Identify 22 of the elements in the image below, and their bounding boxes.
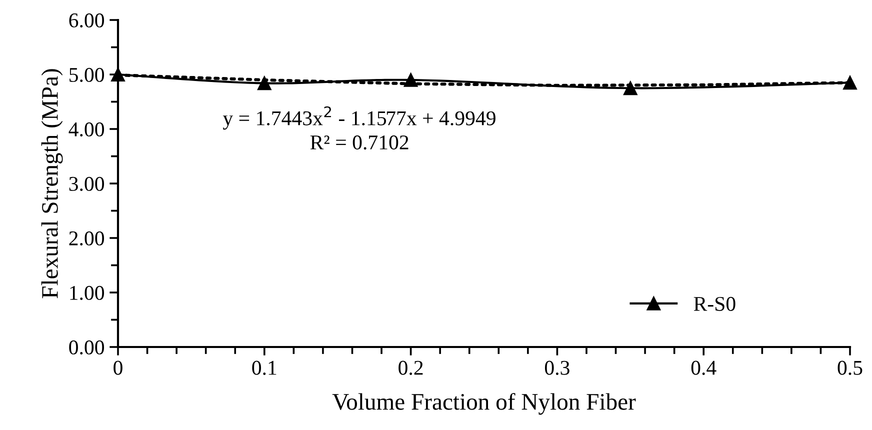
y-tick-label: 4.00 — [68, 122, 104, 137]
annotation: R² = 0.7102 — [310, 135, 408, 150]
legend-label: R-S0 — [694, 296, 736, 311]
x-tick-label: 0.1 — [252, 360, 276, 375]
x-tick-label: 0.4 — [691, 360, 716, 375]
y-tick-label: 5.00 — [70, 68, 104, 82]
point — [257, 76, 272, 90]
x-tick-label: 0.5 — [838, 360, 862, 375]
y-axis-title: Flexural Strength (MPa) — [41, 69, 63, 298]
x-axis-title: Volume Fraction of Nylon Fiber — [332, 392, 636, 415]
y-tick-label: 1.00 — [70, 286, 104, 300]
y-tick-label: 3.00 — [69, 176, 104, 192]
point — [623, 81, 638, 96]
y-tick-label: 0.00 — [69, 340, 104, 355]
point — [843, 76, 857, 90]
y-tick-label: 6.00 — [69, 13, 104, 28]
point — [404, 73, 418, 87]
x-tick-label: 0.2 — [398, 360, 423, 375]
x-tick-label: 0 — [114, 360, 122, 375]
annotation: y = 1.7443x$^{2}$ - 1.1577x + 4.9949 — [222, 106, 496, 130]
x-tick-label: 0.3 — [544, 360, 570, 375]
y-tick-label: 2.00 — [69, 231, 104, 246]
